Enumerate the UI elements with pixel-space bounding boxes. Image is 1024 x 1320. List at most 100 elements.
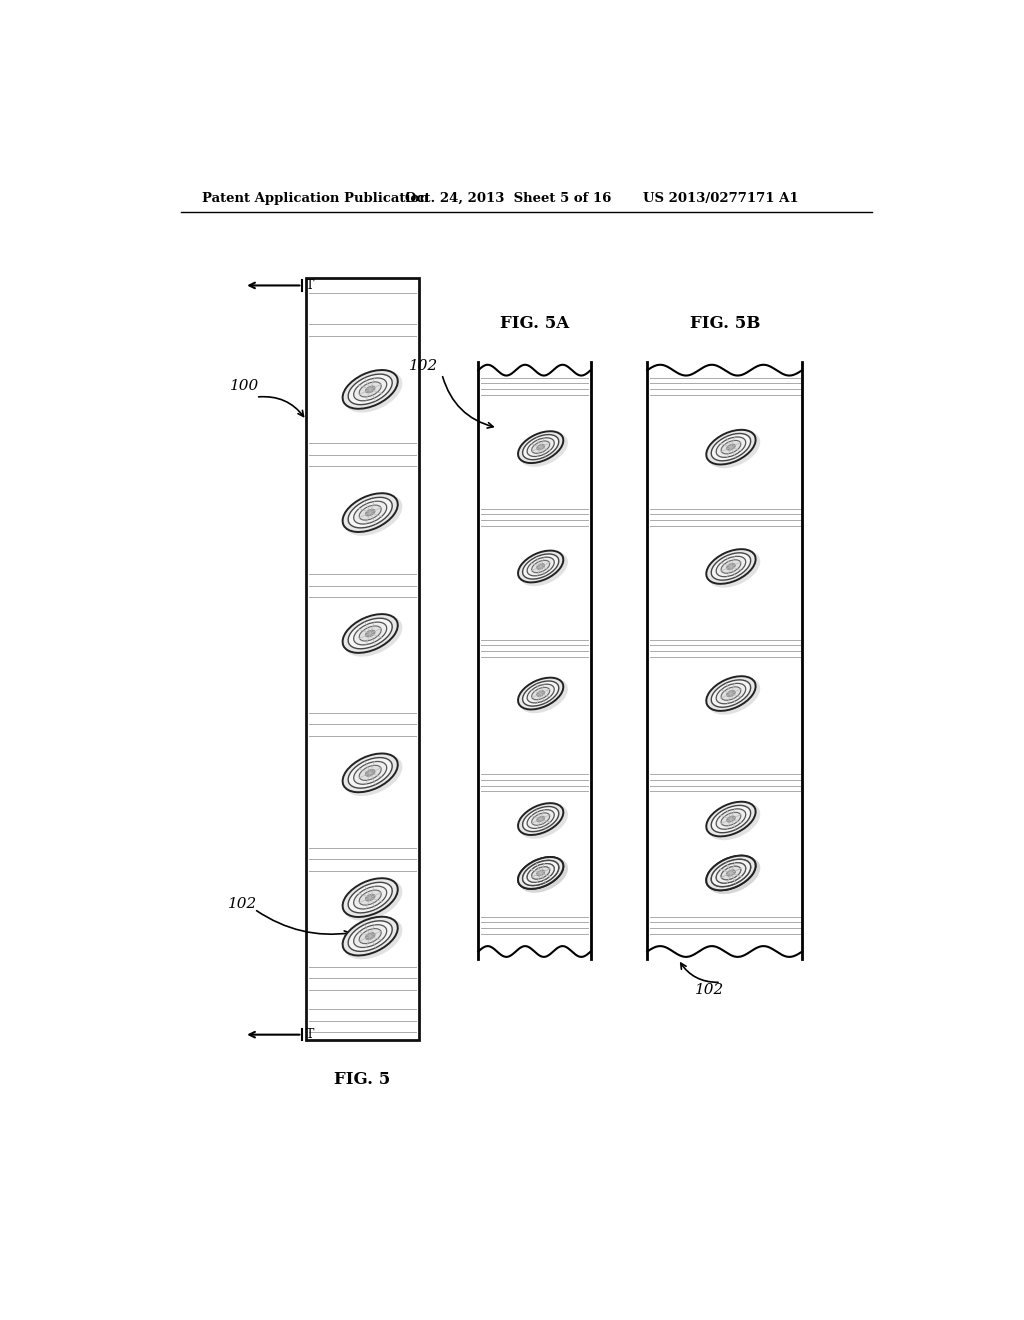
Text: T: T <box>306 1028 314 1041</box>
Ellipse shape <box>712 433 751 461</box>
Ellipse shape <box>716 556 745 577</box>
Ellipse shape <box>531 441 550 453</box>
Text: 100: 100 <box>229 379 259 392</box>
Ellipse shape <box>518 550 563 582</box>
Ellipse shape <box>366 510 375 516</box>
Ellipse shape <box>726 816 735 822</box>
Ellipse shape <box>522 434 559 459</box>
Ellipse shape <box>519 804 568 838</box>
Ellipse shape <box>518 677 563 709</box>
Ellipse shape <box>716 437 745 457</box>
Ellipse shape <box>344 754 402 796</box>
Ellipse shape <box>522 681 559 706</box>
Ellipse shape <box>522 554 559 579</box>
Ellipse shape <box>522 861 559 886</box>
Ellipse shape <box>522 861 559 886</box>
Ellipse shape <box>519 432 568 467</box>
Ellipse shape <box>726 690 735 697</box>
Ellipse shape <box>527 863 554 882</box>
Ellipse shape <box>344 494 402 536</box>
Ellipse shape <box>707 676 756 711</box>
Ellipse shape <box>726 444 735 450</box>
Ellipse shape <box>537 870 545 876</box>
Ellipse shape <box>518 432 563 463</box>
Ellipse shape <box>708 857 760 894</box>
Ellipse shape <box>366 630 375 638</box>
Ellipse shape <box>721 812 740 826</box>
Ellipse shape <box>344 371 402 413</box>
Ellipse shape <box>348 882 392 913</box>
Text: FIG. 5: FIG. 5 <box>334 1071 390 1088</box>
Ellipse shape <box>353 502 387 524</box>
Ellipse shape <box>712 805 751 833</box>
Ellipse shape <box>527 557 554 576</box>
Ellipse shape <box>707 855 756 890</box>
Ellipse shape <box>366 385 375 393</box>
Ellipse shape <box>359 506 381 520</box>
Ellipse shape <box>712 680 751 708</box>
Ellipse shape <box>712 859 751 887</box>
Ellipse shape <box>537 690 545 697</box>
Ellipse shape <box>344 615 402 656</box>
Ellipse shape <box>707 549 756 583</box>
Ellipse shape <box>348 921 392 952</box>
Ellipse shape <box>707 430 756 465</box>
Ellipse shape <box>353 622 387 645</box>
Text: US 2013/0277171 A1: US 2013/0277171 A1 <box>643 191 799 205</box>
Ellipse shape <box>726 564 735 570</box>
Ellipse shape <box>531 813 550 825</box>
Ellipse shape <box>353 762 387 784</box>
Ellipse shape <box>366 894 375 902</box>
Ellipse shape <box>519 678 568 713</box>
Ellipse shape <box>344 917 402 960</box>
Ellipse shape <box>531 867 550 879</box>
Ellipse shape <box>708 803 760 841</box>
Text: 102: 102 <box>694 983 724 997</box>
Text: Oct. 24, 2013  Sheet 5 of 16: Oct. 24, 2013 Sheet 5 of 16 <box>406 191 611 205</box>
Ellipse shape <box>708 550 760 587</box>
Ellipse shape <box>348 498 392 528</box>
Ellipse shape <box>519 858 568 892</box>
Bar <box>647 363 802 960</box>
Ellipse shape <box>519 552 568 586</box>
Ellipse shape <box>522 807 559 832</box>
Ellipse shape <box>708 857 760 894</box>
Ellipse shape <box>343 878 397 917</box>
Ellipse shape <box>531 867 550 879</box>
Ellipse shape <box>519 858 568 892</box>
Text: Patent Application Publication: Patent Application Publication <box>202 191 428 205</box>
Ellipse shape <box>359 766 381 780</box>
Ellipse shape <box>716 863 745 883</box>
Ellipse shape <box>343 494 397 532</box>
Text: 102: 102 <box>228 896 257 911</box>
Ellipse shape <box>712 553 751 581</box>
Ellipse shape <box>527 438 554 457</box>
Ellipse shape <box>721 866 740 879</box>
Ellipse shape <box>518 857 563 888</box>
Ellipse shape <box>359 928 381 944</box>
Ellipse shape <box>721 686 740 701</box>
Ellipse shape <box>537 870 545 876</box>
Ellipse shape <box>359 381 381 397</box>
Ellipse shape <box>518 857 563 888</box>
Ellipse shape <box>537 816 545 822</box>
Ellipse shape <box>721 441 740 454</box>
Ellipse shape <box>348 618 392 648</box>
Ellipse shape <box>716 684 745 704</box>
Ellipse shape <box>726 870 735 876</box>
Ellipse shape <box>343 370 397 409</box>
Ellipse shape <box>527 684 554 704</box>
Ellipse shape <box>527 809 554 829</box>
Ellipse shape <box>707 801 756 837</box>
Ellipse shape <box>712 859 751 887</box>
Ellipse shape <box>531 560 550 573</box>
Ellipse shape <box>527 863 554 882</box>
Ellipse shape <box>366 770 375 776</box>
Ellipse shape <box>716 809 745 829</box>
Ellipse shape <box>353 378 387 401</box>
Ellipse shape <box>518 803 563 836</box>
Text: FIG. 5B: FIG. 5B <box>689 314 760 331</box>
Ellipse shape <box>343 754 397 792</box>
Ellipse shape <box>721 866 740 879</box>
Text: FIG. 5A: FIG. 5A <box>500 314 569 331</box>
